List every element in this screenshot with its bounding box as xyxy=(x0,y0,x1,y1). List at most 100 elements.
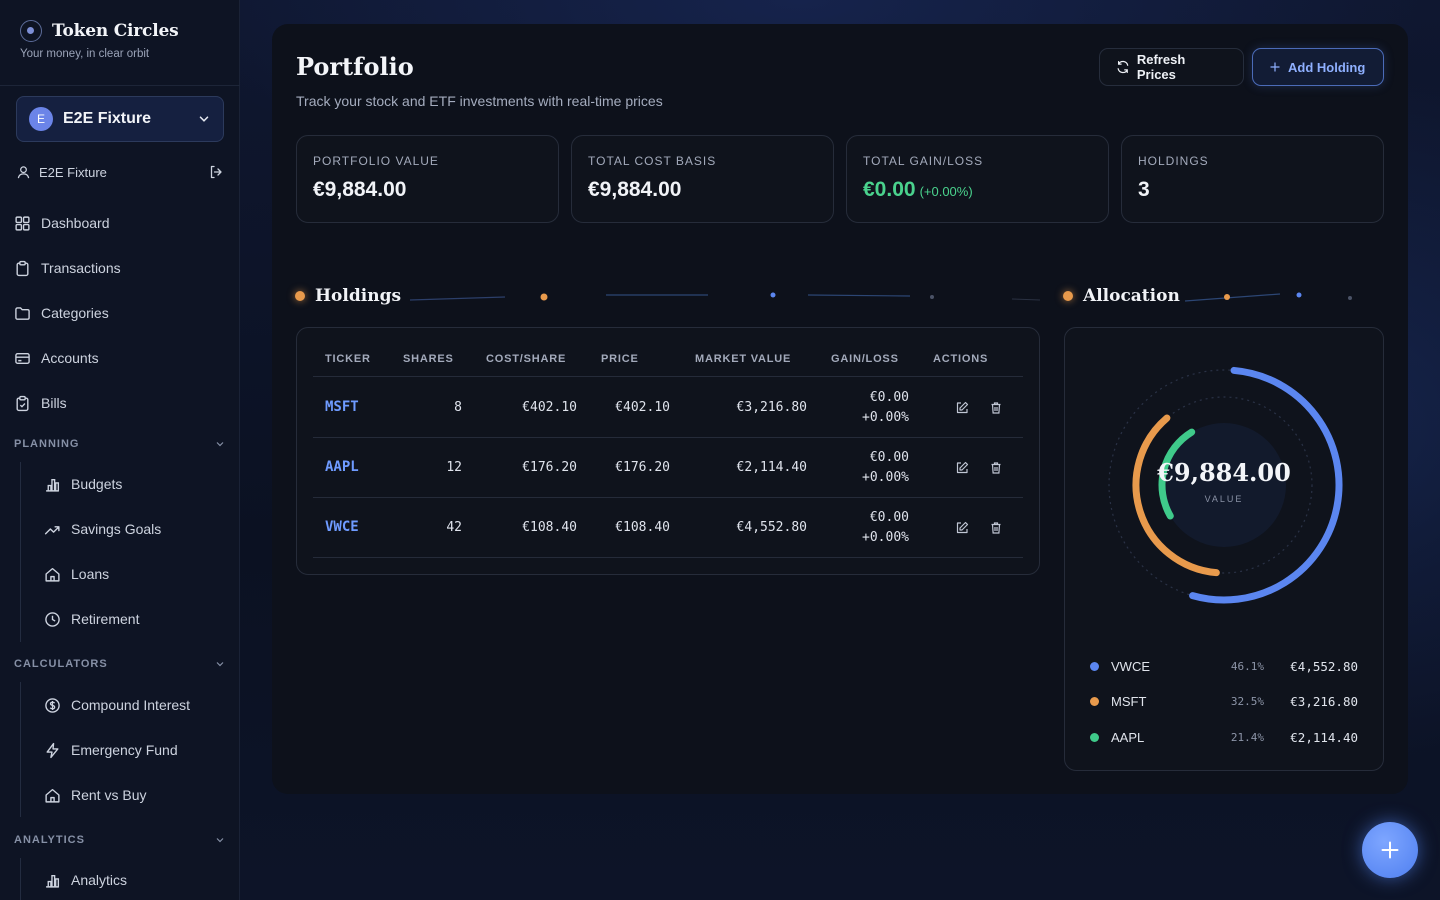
submenu-guide xyxy=(20,682,21,817)
nav-loans[interactable]: Loans xyxy=(44,562,109,586)
grid-icon xyxy=(15,215,30,231)
bar-chart-icon xyxy=(46,874,60,888)
add-holding-button[interactable]: Add Holding xyxy=(1252,48,1384,86)
plus-icon xyxy=(1381,841,1399,859)
card-icon xyxy=(15,352,30,364)
submenu-guide xyxy=(20,462,21,642)
refresh-icon xyxy=(1117,60,1129,74)
plus-icon xyxy=(1270,62,1280,72)
nav-rent-vs-buy[interactable]: Rent vs Buy xyxy=(44,783,146,807)
gain-cell: €0.00 xyxy=(869,390,909,405)
price-cell: €108.40 xyxy=(615,520,670,535)
allocation-card xyxy=(1064,327,1384,771)
nav-label: Compound Interest xyxy=(71,697,191,713)
legend-name: MSFT xyxy=(1111,693,1147,709)
edit-icon[interactable] xyxy=(954,520,970,536)
holdings-title: Holdings xyxy=(315,286,402,306)
section-calculators[interactable]: CALCULATORS xyxy=(14,658,226,670)
market-value-cell: €3,216.80 xyxy=(736,400,807,415)
legend-item: MSFT 32.5% €3,216.80 xyxy=(1090,691,1358,711)
orbit-dot-icon xyxy=(295,291,305,301)
trash-icon[interactable] xyxy=(988,400,1004,416)
column-header[interactable]: TICKER xyxy=(325,353,371,365)
stat-holdings: HOLDINGS 3 xyxy=(1121,135,1384,223)
legend-value: €4,552.80 xyxy=(1290,658,1358,674)
nav-transactions[interactable]: Transactions xyxy=(14,256,121,280)
legend-dot xyxy=(1090,732,1099,742)
trash-icon[interactable] xyxy=(988,460,1004,476)
column-header[interactable]: GAIN/LOSS xyxy=(831,353,899,365)
ticker-link[interactable]: AAPL xyxy=(325,459,359,475)
trending-up-icon xyxy=(44,525,60,534)
nav-label: Categories xyxy=(41,305,109,321)
stat-label: TOTAL COST BASIS xyxy=(588,154,717,168)
stat-total-cost-basis: TOTAL COST BASIS €9,884.00 xyxy=(571,135,834,223)
logout-icon[interactable] xyxy=(208,164,224,180)
price-cell: €402.10 xyxy=(615,400,670,415)
nav-budgets[interactable]: Budgets xyxy=(44,472,122,496)
market-value-cell: €4,552.80 xyxy=(736,520,807,535)
section-planning[interactable]: PLANNING xyxy=(14,438,226,450)
section-title: ANALYTICS xyxy=(14,834,85,846)
nav-categories[interactable]: Categories xyxy=(14,301,109,325)
nav-label: Accounts xyxy=(41,350,99,366)
legend-value: €2,114.40 xyxy=(1290,729,1358,745)
holdings-heading: Holdings xyxy=(295,286,401,306)
chevron-down-icon xyxy=(216,838,224,843)
legend-percent: 21.4% xyxy=(1230,730,1264,744)
nav-dashboard[interactable]: Dashboard xyxy=(14,211,110,235)
nav-compound-interest[interactable]: Compound Interest xyxy=(44,693,190,717)
column-header[interactable]: PRICE xyxy=(601,353,639,365)
dollar-circle-icon xyxy=(45,697,60,713)
gain-cell: €0.00 xyxy=(869,510,909,525)
nav-analytics[interactable]: Analytics xyxy=(44,868,127,892)
column-header[interactable]: COST/SHARE xyxy=(486,353,567,365)
nav-label: Savings Goals xyxy=(71,521,162,537)
column-header[interactable]: MARKET VALUE xyxy=(695,353,792,365)
donut-center-value: €9,884.00 xyxy=(1157,458,1291,487)
legend-dot xyxy=(1090,661,1099,671)
nav-bills[interactable]: Bills xyxy=(14,391,67,415)
orbit-logo-icon xyxy=(20,20,42,42)
page-title: Portfolio xyxy=(296,52,414,81)
page-subtitle: Track your stock and ETF investments wit… xyxy=(296,93,663,109)
donut-center-disc xyxy=(1162,423,1286,547)
allocation-heading: Allocation xyxy=(1063,286,1180,306)
nav-emergency-fund[interactable]: Emergency Fund xyxy=(44,738,178,762)
allocation-title: Allocation xyxy=(1083,286,1180,306)
nav-label: Dashboard xyxy=(41,215,110,231)
chevron-down-icon xyxy=(216,662,224,667)
nav-label: Budgets xyxy=(71,476,123,492)
stat-value: €9,884.00 xyxy=(588,178,682,201)
nav-savings-goals[interactable]: Savings Goals xyxy=(44,517,161,541)
column-header[interactable]: SHARES xyxy=(403,353,454,365)
donut-center-label: VALUE xyxy=(1204,494,1244,504)
user-row: E2E Fixture xyxy=(16,160,224,184)
cost-cell: €402.10 xyxy=(522,400,577,415)
cost-cell: €108.40 xyxy=(522,520,577,535)
nav-retirement[interactable]: Retirement xyxy=(44,607,139,631)
legend-dot xyxy=(1090,696,1099,706)
gain-percent-cell: +0.00% xyxy=(862,410,909,425)
section-analytics[interactable]: ANALYTICS xyxy=(14,834,226,846)
quick-add-button[interactable] xyxy=(1362,822,1418,878)
brand[interactable]: Token Circles Your money, in clear orbit xyxy=(20,20,179,60)
home-icon xyxy=(45,788,60,803)
refresh-prices-button[interactable]: Refresh Prices xyxy=(1099,48,1244,86)
legend-name: AAPL xyxy=(1111,729,1145,745)
sidebar-divider xyxy=(0,85,240,86)
orbit-dot-icon xyxy=(1063,291,1073,301)
trash-icon[interactable] xyxy=(988,520,1004,536)
edit-icon[interactable] xyxy=(954,400,970,416)
edit-icon[interactable] xyxy=(954,460,970,476)
nav-accounts[interactable]: Accounts xyxy=(14,346,99,370)
stat-label: PORTFOLIO VALUE xyxy=(313,154,439,168)
profile-selector[interactable]: E E2E Fixture xyxy=(16,96,224,142)
folder-icon xyxy=(15,306,30,320)
cost-cell: €176.20 xyxy=(522,460,577,475)
lightning-icon xyxy=(46,742,59,758)
legend-item: VWCE 46.1% €4,552.80 xyxy=(1090,656,1358,676)
ticker-link[interactable]: VWCE xyxy=(325,519,359,535)
ticker-link[interactable]: MSFT xyxy=(325,399,359,415)
stat-portfolio-value: PORTFOLIO VALUE €9,884.00 xyxy=(296,135,559,223)
